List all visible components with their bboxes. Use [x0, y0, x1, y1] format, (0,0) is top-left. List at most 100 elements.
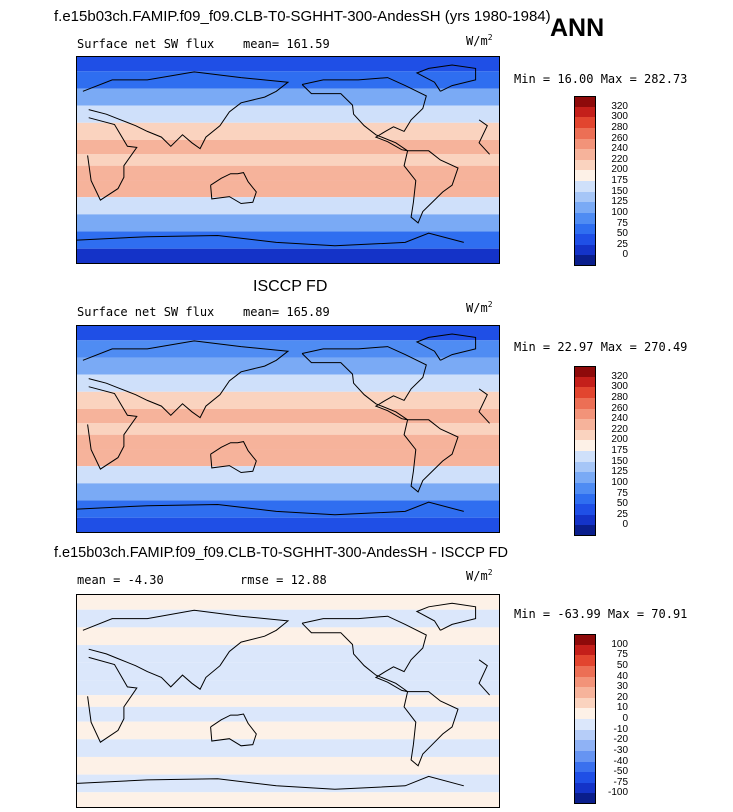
- panel3-band-2: [77, 627, 499, 646]
- panel3-colorbar-swatch: [574, 655, 596, 666]
- panel2-colorbar-tick-label: 240: [611, 413, 628, 425]
- panel1-coastline-4: [403, 150, 459, 224]
- panel1-band-10: [77, 214, 499, 232]
- panel2-coastline-4: [403, 419, 459, 493]
- panel2-band-7: [77, 434, 499, 450]
- panel3-colorbar-swatch: [574, 697, 596, 709]
- panel2-colorbar-swatch: [574, 461, 596, 473]
- panel2-band-4: [77, 391, 499, 409]
- panel3-coastline-6: [77, 775, 464, 790]
- panel2-minmax: Min = 22.97 Max = 270.49: [514, 340, 688, 354]
- obs-title: ISCCP FD: [253, 278, 328, 295]
- panel3-coastline-3: [301, 615, 427, 693]
- panel2-colorbar-swatch: [574, 440, 596, 451]
- panel3-colorbar-tick-label: -10: [613, 723, 628, 735]
- panel3-band-10: [77, 756, 499, 775]
- panel2-colorbar: 0 25 50 75 100 125 150 175 200 220 240 260 280 300 320: [574, 366, 634, 536]
- panel2-colorbar-tick-label: 75: [616, 487, 628, 499]
- panel1-band-6: [77, 154, 499, 166]
- panel3-colorbar-swatch: [574, 772, 596, 783]
- panel1-colorbar-swatch: [574, 149, 596, 160]
- panel1-colorbar-swatch: [574, 117, 596, 128]
- panel1-band-8: [77, 180, 499, 198]
- panel3-colorbar-swatch: [574, 665, 596, 677]
- panel2-coastline-5: [415, 333, 477, 361]
- panel1-variable-label: Surface net SW flux: [77, 37, 215, 51]
- panel1-coastline-0: [87, 117, 490, 201]
- panel2-colorbar-tick-label: 25: [616, 508, 628, 520]
- panel1-colorbar-swatch: [574, 255, 596, 266]
- panel1-colorbar-tick-label: 125: [611, 196, 628, 208]
- panel1-band-7: [77, 165, 499, 181]
- panel1-colorbar-tick-label: 25: [616, 238, 628, 250]
- panel3-colorbar-tick-label: 30: [616, 681, 628, 693]
- panel3-band-5: [77, 680, 499, 696]
- panel3-colorbar-swatch: [574, 793, 596, 804]
- panel3-colorbar-tick-label: 100: [611, 638, 628, 650]
- panel2-map: [76, 325, 500, 533]
- panel2-colorbar-swatch: [574, 387, 596, 398]
- panel3-colorbar-swatch: [574, 644, 596, 656]
- panel1-colorbar-tick-label: 50: [616, 228, 628, 240]
- season-label: ANN: [550, 14, 605, 42]
- panel3-colorbar-swatch: [574, 782, 596, 794]
- panel1-minmax: Min = 16.00 Max = 282.73: [514, 72, 688, 86]
- panel1-coastline-6: [77, 232, 464, 247]
- panel3-colorbar-tick-label: 40: [616, 670, 628, 682]
- panel1-colorbar-swatch: [574, 106, 596, 118]
- panel3-colorbar-swatch: [574, 719, 596, 730]
- panel3-band-6: [77, 695, 499, 707]
- panel3-units: W/m2: [466, 568, 493, 583]
- panel2-band-5: [77, 408, 499, 424]
- panel3-coastline-4: [403, 691, 459, 767]
- panel2-map-svg: [77, 326, 499, 532]
- panel3-colorbar-swatch: [574, 761, 596, 773]
- panel1-colorbar-tick-label: 200: [611, 164, 628, 176]
- panel1-colorbar-swatch: [574, 159, 596, 171]
- panel1-band-0: [77, 57, 499, 72]
- panel2-band-8: [77, 449, 499, 467]
- panel3-colorbar-tick-label: -40: [613, 755, 628, 767]
- panel2-colorbar-swatch: [574, 514, 596, 526]
- panel1-colorbar-swatch: [574, 244, 596, 256]
- panel2-colorbar-tick-label: 125: [611, 466, 628, 478]
- panel1-colorbar-swatch: [574, 181, 596, 192]
- panel1-colorbar-swatch: [574, 170, 596, 181]
- panel3-band-4: [77, 662, 499, 681]
- panel3-colorbar-tick-label: -50: [613, 766, 628, 778]
- panel3-colorbar-tick-label: -20: [613, 734, 628, 746]
- panel1-colorbar-swatch: [574, 202, 596, 213]
- panel2-band-11: [77, 500, 499, 518]
- panel1-colorbar-swatch: [574, 223, 596, 235]
- difference-title: f.e15b03ch.FAMIP.f09_f09.CLB-T0-SGHHT-30…: [54, 545, 508, 561]
- panel1-band-1: [77, 71, 499, 89]
- panel2-units: W/m2: [466, 300, 493, 315]
- panel1-band-3: [77, 105, 499, 123]
- panel1-coastline-2: [210, 172, 257, 205]
- panel2-colorbar-swatch: [574, 525, 596, 536]
- panel2-band-6: [77, 423, 499, 435]
- panel3-map: [76, 594, 500, 808]
- panel3-colorbar-tick-label: 75: [616, 649, 628, 661]
- panel1-map-svg: [77, 57, 499, 263]
- panel2-colorbar-swatch: [574, 504, 596, 515]
- panel1-units: W/m2: [466, 33, 493, 48]
- panel3-colorbar-tick-label: 50: [616, 659, 628, 671]
- panel3-colorbar-swatch: [574, 750, 596, 762]
- panel3-band-7: [77, 706, 499, 722]
- panel2-colorbar-tick-label: 300: [611, 381, 628, 393]
- panel1-band-5: [77, 139, 499, 155]
- panel1-colorbar-swatch: [574, 127, 596, 139]
- panel3-colorbar-swatch: [574, 729, 596, 741]
- panel1-band-12: [77, 248, 499, 263]
- panel1-colorbar: 0 25 50 75 100 125 150 175 200 220 240 260 280 300 320: [574, 96, 634, 266]
- panel1-mean-label: mean= 161.59: [243, 37, 330, 51]
- panel2-colorbar-swatch: [574, 419, 596, 430]
- panel2-colorbar-swatch: [574, 366, 596, 377]
- panel1-colorbar-tick-label: 260: [611, 132, 628, 144]
- page-title: f.e15b03ch.FAMIP.f09_f09.CLB-T0-SGHHT-30…: [54, 8, 551, 25]
- panel1-colorbar-tick-label: 280: [611, 121, 628, 133]
- panel3-colorbar-swatch: [574, 676, 596, 688]
- panel3-colorbar-swatch: [574, 740, 596, 751]
- panel3-band-11: [77, 774, 499, 793]
